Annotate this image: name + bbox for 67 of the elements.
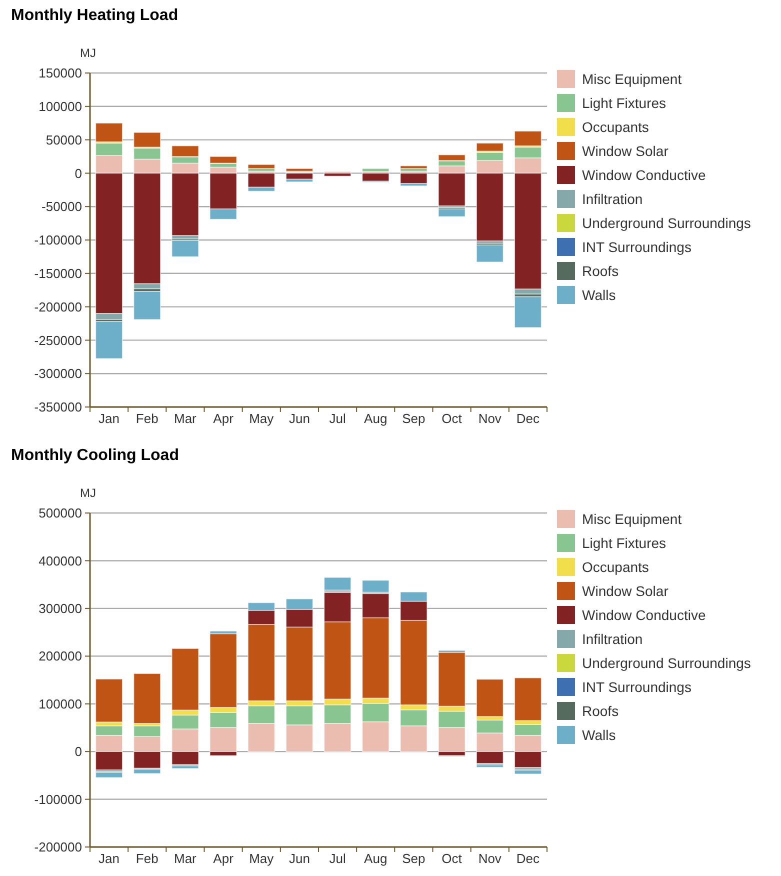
x-tick-label: Feb (136, 411, 158, 426)
y-tick-label: -200000 (34, 840, 82, 855)
y-tick-label: 0 (74, 166, 82, 181)
legend-label: Roofs (582, 702, 619, 719)
x-tick-label: Oct (442, 851, 462, 866)
x-tick-label: Apr (213, 851, 234, 866)
y-axis-title: MJ (80, 46, 96, 60)
legend-label: Walls (582, 726, 616, 743)
x-tick-label: Jun (288, 851, 310, 866)
y-tick-label: 50000 (46, 132, 82, 148)
y-tick-label: -300000 (34, 366, 82, 382)
x-tick-label: Jul (329, 411, 346, 426)
y-tick-label: -50000 (42, 199, 82, 214)
legend-label: Window Conductive (582, 606, 706, 623)
y-tick-label: 300000 (38, 600, 82, 616)
x-tick-label: Aug (364, 851, 388, 866)
legend-label: Light Fixtures (582, 94, 666, 111)
x-tick-label: Apr (213, 411, 234, 426)
y-tick-label: 100000 (38, 98, 82, 114)
legend-label: Light Fixtures (582, 534, 666, 551)
y-tick-label: -150000 (34, 266, 82, 281)
y-tick-label: -350000 (34, 400, 82, 415)
legend-label: Walls (582, 286, 616, 303)
y-tick-label: 400000 (38, 553, 82, 568)
legend-label: Underground Surroundings (582, 214, 751, 231)
legend-label: Window Conductive (582, 166, 706, 183)
y-tick-label: 0 (74, 744, 82, 760)
legend-label: Occupants (582, 558, 649, 575)
y-tick-label: -100000 (34, 792, 82, 807)
x-tick-label: Mar (174, 851, 198, 866)
legend-label: Misc Equipment (582, 510, 682, 527)
legend-label: Underground Surroundings (582, 654, 751, 671)
legend-label: Occupants (582, 118, 649, 135)
x-tick-label: Jan (98, 411, 120, 426)
x-tick-label: Sep (402, 411, 426, 426)
y-tick-label: -200000 (34, 299, 82, 314)
y-tick-label: -100000 (34, 232, 82, 248)
x-tick-label: Jul (329, 851, 346, 866)
x-tick-label: Dec (516, 851, 540, 866)
x-tick-label: May (249, 411, 274, 426)
y-tick-label: -250000 (34, 332, 82, 348)
y-tick-label: 500000 (38, 506, 82, 521)
x-tick-label: Mar (174, 411, 198, 426)
x-tick-label: Dec (516, 411, 540, 426)
legend-label: Window Solar (582, 582, 669, 599)
chart-title: Monthly Cooling Load (11, 447, 179, 464)
y-tick-label: 200000 (38, 648, 82, 664)
x-tick-label: Oct (442, 411, 462, 426)
legend-label: Roofs (582, 262, 619, 279)
x-tick-label: Jan (98, 851, 120, 866)
y-tick-label: 100000 (38, 696, 82, 712)
legend-label: Infiltration (582, 630, 643, 647)
x-tick-label: Nov (478, 411, 502, 426)
chart-title: Monthly Heating Load (11, 7, 178, 24)
x-tick-label: May (249, 851, 274, 866)
legend-label: INT Surroundings (582, 238, 692, 255)
legend-label: Misc Equipment (582, 70, 682, 87)
x-tick-label: Jun (288, 411, 310, 426)
x-tick-label: Feb (136, 851, 158, 866)
legend-label: INT Surroundings (582, 678, 692, 695)
x-tick-label: Sep (402, 851, 426, 866)
x-tick-label: Nov (478, 851, 502, 866)
y-tick-label: 150000 (38, 66, 82, 81)
legend-label: Window Solar (582, 142, 669, 159)
y-axis-title: MJ (80, 486, 96, 500)
x-tick-label: Aug (364, 411, 388, 426)
legend-label: Infiltration (582, 190, 643, 207)
